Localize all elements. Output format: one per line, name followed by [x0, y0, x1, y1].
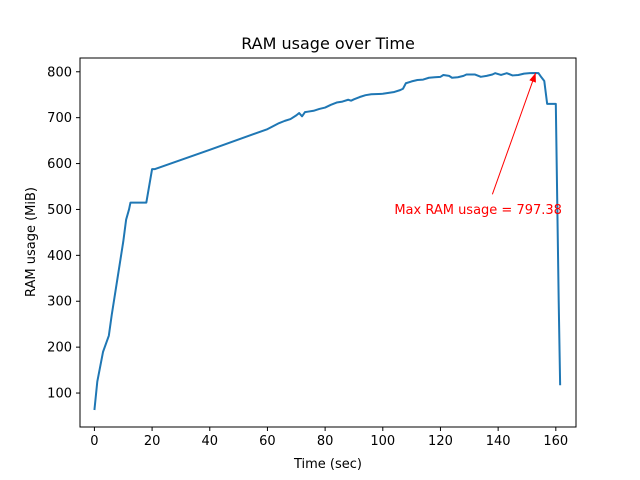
y-axis-label: RAM usage (MiB) — [24, 187, 39, 297]
series-line-0 — [93, 71, 562, 411]
y-tick-label: 800 — [47, 65, 72, 80]
annotation-arrow-head — [529, 72, 536, 83]
y-tick-label: 200 — [47, 341, 72, 356]
y-tick-label: 500 — [47, 203, 72, 218]
annotation-arrow-line — [491, 72, 537, 195]
x-tick-label: 60 — [259, 434, 276, 449]
x-tick-label: 120 — [428, 434, 453, 449]
x-tick-label: 80 — [317, 434, 334, 449]
axes-frame — [79, 57, 577, 428]
annotation-text: Max RAM usage = 797.38 — [394, 203, 562, 218]
y-tick-label: 400 — [47, 249, 72, 264]
y-tick-label: 600 — [47, 157, 72, 172]
x-tick-label: 0 — [90, 434, 98, 449]
x-axis-label: Time (sec) — [293, 457, 362, 472]
y-tick-label: 700 — [47, 111, 72, 126]
x-tick-label: 100 — [370, 434, 395, 449]
x-tick-label: 20 — [144, 434, 161, 449]
y-tick-label: 300 — [47, 295, 72, 310]
x-tick-label: 140 — [486, 434, 511, 449]
x-tick-label: 160 — [543, 434, 568, 449]
y-tick-label: 100 — [47, 387, 72, 402]
x-tick-label: 40 — [201, 434, 218, 449]
plot-area: 0 20 40 60 80 100 120 140 160 100 200 300 400 500 600 7… — [47, 57, 577, 449]
chart-title: RAM usage over Time — [241, 34, 415, 53]
